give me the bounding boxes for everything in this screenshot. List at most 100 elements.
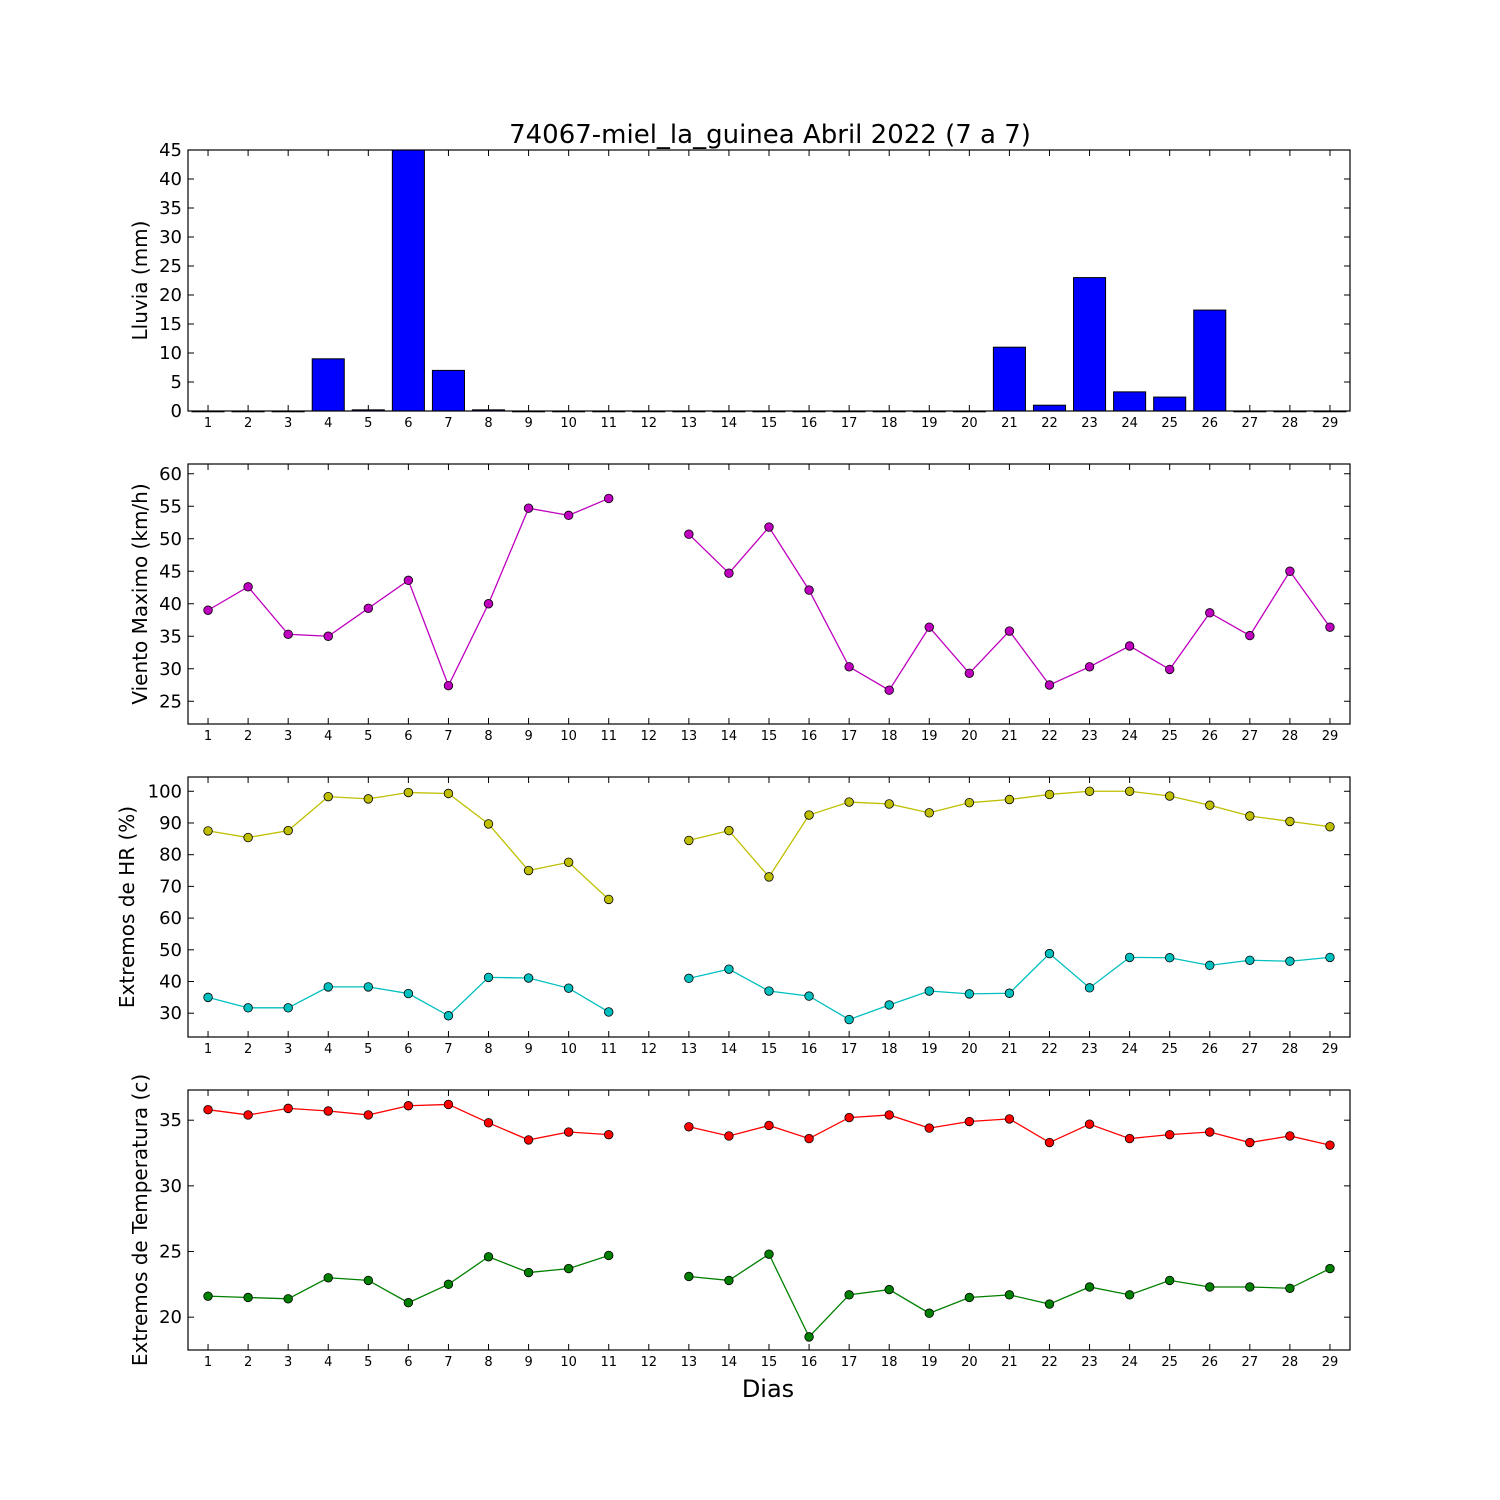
data-point <box>283 1103 293 1114</box>
data-point <box>804 1332 814 1342</box>
data-point <box>483 819 494 829</box>
x-tick-label: 25 <box>1161 729 1178 744</box>
bar <box>1073 277 1107 412</box>
x-tick-label: 29 <box>1322 1355 1339 1370</box>
data-point <box>844 1014 854 1025</box>
y-tick-label: 80 <box>159 845 182 866</box>
x-tick-label: 27 <box>1242 1042 1259 1057</box>
data-point <box>884 1110 894 1120</box>
data-point <box>363 794 374 804</box>
data-point <box>884 1000 894 1010</box>
data-point <box>884 685 894 695</box>
data-point <box>604 894 614 905</box>
x-tick-label: 11 <box>600 1042 617 1057</box>
data-point <box>1084 983 1095 993</box>
series-line <box>208 1254 609 1304</box>
x-tick-label: 17 <box>841 1355 858 1370</box>
x-tick-label: 9 <box>524 1042 532 1057</box>
x-tick-label: 21 <box>1001 416 1018 431</box>
x-tick-label: 22 <box>1041 416 1058 431</box>
data-point <box>764 522 774 532</box>
data-point <box>1205 800 1215 810</box>
data-point <box>844 1112 854 1123</box>
data-point <box>363 1275 374 1286</box>
data-point <box>563 857 574 867</box>
data-point <box>1004 1114 1015 1124</box>
y-axis-label: Lluvia (mm) <box>128 221 152 341</box>
x-tick-label: 18 <box>881 1042 898 1057</box>
data-point <box>844 662 854 672</box>
data-point <box>964 989 975 999</box>
x-tick-label: 24 <box>1121 1355 1138 1370</box>
y-tick-label: 30 <box>159 659 182 680</box>
x-tick-label: 4 <box>324 1042 332 1057</box>
series-line <box>688 525 1331 692</box>
data-point <box>844 797 854 807</box>
data-point <box>1285 566 1295 576</box>
data-point <box>403 1298 414 1308</box>
x-tick-label: 3 <box>284 729 292 744</box>
x-tick-label: 3 <box>284 1355 292 1370</box>
data-point <box>1124 1133 1135 1144</box>
x-tick-label: 29 <box>1322 1042 1339 1057</box>
y-tick-label: 35 <box>159 626 182 647</box>
y-tick-label: 35 <box>159 1110 182 1131</box>
y-tick-label: 50 <box>159 940 182 961</box>
data-point <box>1245 1137 1255 1148</box>
data-point <box>1245 955 1255 965</box>
data-point <box>323 1273 333 1283</box>
data-point <box>724 825 734 836</box>
data-point <box>1124 641 1135 651</box>
x-tick-label: 26 <box>1201 416 1218 431</box>
x-tick-label: 7 <box>444 729 452 744</box>
x-tick-label: 16 <box>801 1355 818 1370</box>
x-tick-label: 27 <box>1242 416 1259 431</box>
data-point <box>563 983 574 993</box>
x-tick-label: 8 <box>484 1355 492 1370</box>
data-point <box>964 1116 975 1127</box>
x-tick-label: 6 <box>404 729 412 744</box>
y-tick-label: 25 <box>159 256 182 277</box>
data-point <box>243 1003 253 1013</box>
x-tick-label: 18 <box>881 1355 898 1370</box>
data-point <box>724 568 734 578</box>
x-tick-label: 2 <box>244 416 252 431</box>
data-point <box>1285 1131 1295 1141</box>
data-point <box>804 810 814 820</box>
plot-frame <box>187 776 1351 1038</box>
x-tick-label: 17 <box>841 416 858 431</box>
y-axis-label: Extremos de Temperatura (c) <box>128 1074 152 1366</box>
x-tick-label: 25 <box>1161 1355 1178 1370</box>
data-point <box>724 1275 734 1286</box>
data-point <box>243 1110 253 1120</box>
y-tick-label: 60 <box>159 464 182 485</box>
x-tick-label: 12 <box>641 1042 658 1057</box>
data-point <box>684 529 694 539</box>
data-point <box>363 1110 374 1120</box>
y-tick-label: 70 <box>159 876 182 897</box>
bar <box>1113 391 1147 412</box>
x-tick-label: 5 <box>364 1042 372 1057</box>
data-point <box>323 982 333 992</box>
bar <box>1032 404 1067 412</box>
data-point <box>844 1290 854 1300</box>
x-tick-label: 18 <box>881 729 898 744</box>
data-point <box>1124 1290 1135 1300</box>
data-point <box>964 1292 975 1303</box>
x-tick-label: 28 <box>1282 1042 1299 1057</box>
data-point <box>1245 1282 1255 1292</box>
x-tick-label: 10 <box>560 1042 577 1057</box>
x-tick-label: 7 <box>444 1042 452 1057</box>
data-point <box>1325 622 1335 632</box>
x-tick-label: 5 <box>364 416 372 431</box>
x-tick-label: 4 <box>324 729 332 744</box>
data-point <box>323 631 333 641</box>
data-point <box>1084 662 1095 672</box>
y-tick-label: 60 <box>159 908 182 929</box>
data-point <box>684 1271 694 1282</box>
x-tick-label: 13 <box>681 416 698 431</box>
data-point <box>283 825 293 836</box>
data-point <box>1124 952 1135 963</box>
